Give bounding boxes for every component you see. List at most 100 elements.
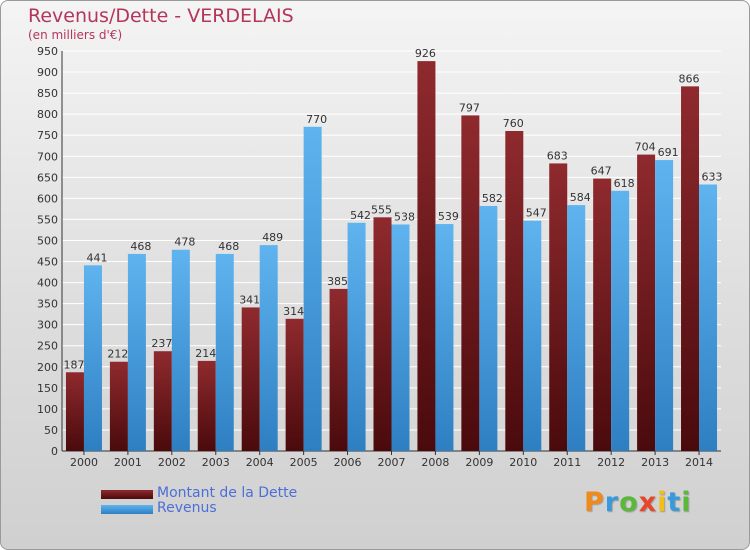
x-tick-label: 2013	[641, 456, 669, 469]
data-label-revenue: 618	[614, 177, 635, 190]
bar-debt	[109, 361, 128, 451]
bar-revenue	[303, 126, 322, 451]
y-tick-label: 350	[37, 298, 58, 311]
bar-debt	[417, 61, 436, 452]
y-tick-label: 800	[37, 108, 58, 121]
x-tick-label: 2002	[158, 456, 186, 469]
legend-swatch-debt	[101, 490, 153, 499]
y-tick-label: 50	[44, 424, 58, 437]
data-label-debt: 683	[547, 149, 568, 162]
data-label-revenue: 468	[218, 240, 239, 253]
data-label-debt: 797	[459, 101, 480, 114]
bar-debt	[197, 360, 216, 451]
bar-revenue	[567, 205, 586, 451]
data-label-revenue: 538	[394, 210, 415, 223]
x-tick-label: 2009	[465, 456, 493, 469]
logo-letter: i	[657, 487, 668, 518]
logo-letter: r	[604, 487, 620, 518]
y-tick-label: 550	[37, 213, 58, 226]
x-tick-label: 2014	[685, 456, 713, 469]
bar-revenue	[523, 220, 542, 451]
bar-revenue	[127, 253, 146, 451]
data-labels: 187 441 212 468 237 478 214 468 341 489 314 770 385 5…	[63, 47, 722, 371]
y-tick-label: 150	[37, 382, 58, 395]
data-label-debt: 212	[107, 348, 128, 361]
data-label-debt: 314	[283, 305, 304, 318]
x-tick-label: 2012	[597, 456, 625, 469]
bar-revenue	[215, 253, 234, 451]
data-label-revenue: 770	[306, 113, 327, 126]
data-label-revenue: 441	[86, 251, 107, 264]
data-label-revenue: 547	[526, 207, 547, 220]
y-tick-label: 0	[51, 445, 58, 458]
data-label-revenue: 691	[658, 146, 679, 159]
logo-letter: i	[681, 487, 692, 518]
data-label-revenue: 582	[482, 192, 503, 205]
y-tick-label: 500	[37, 234, 58, 247]
y-tick-label: 750	[37, 129, 58, 142]
bar-debt	[461, 115, 480, 451]
x-tick-label: 2003	[202, 456, 230, 469]
bar-revenue	[391, 224, 410, 451]
data-label-revenue: 633	[702, 170, 723, 183]
bar-debt	[505, 131, 524, 451]
x-tick-label: 2008	[421, 456, 449, 469]
bar-debt	[637, 154, 656, 451]
data-label-revenue: 542	[350, 209, 371, 222]
bar-revenue	[655, 160, 674, 452]
data-label-debt: 704	[635, 141, 656, 154]
data-label-revenue: 584	[570, 191, 591, 204]
bar-revenue	[83, 265, 102, 451]
bar-debt	[241, 307, 260, 451]
data-label-revenue: 468	[130, 240, 151, 253]
x-tick-label: 2006	[334, 456, 362, 469]
x-tick-label: 2005	[290, 456, 318, 469]
bar-revenue	[347, 222, 366, 451]
data-label-revenue: 489	[262, 231, 283, 244]
x-tick-label: 2000	[70, 456, 98, 469]
bar-revenue	[259, 245, 278, 451]
proxiti-logo: Proxiti	[584, 487, 692, 518]
bar-revenue	[611, 190, 630, 451]
y-tick-label: 250	[37, 340, 58, 353]
logo-letter: t	[667, 487, 682, 518]
legend-swatch-revenue	[101, 505, 153, 514]
y-tick-label: 200	[37, 361, 58, 374]
bar-debt	[373, 217, 392, 451]
logo-letter: x	[638, 487, 658, 518]
bar-debt	[681, 86, 700, 452]
x-tick-label: 2004	[246, 456, 274, 469]
y-tick-label: 900	[37, 66, 58, 79]
legend-label-revenue: Revenus	[157, 500, 217, 516]
y-tick-label: 600	[37, 192, 58, 205]
y-tick-label: 850	[37, 87, 58, 100]
data-label-revenue: 539	[438, 210, 459, 223]
data-label-revenue: 478	[174, 236, 195, 249]
data-label-debt: 385	[327, 275, 348, 288]
x-tick-label: 2001	[114, 456, 142, 469]
y-tick-label: 650	[37, 171, 58, 184]
y-tick-label: 450	[37, 256, 58, 269]
chart-title: Revenus/Dette - VERDELAIS	[28, 5, 294, 27]
x-tick-label: 2011	[553, 456, 581, 469]
data-label-debt: 237	[151, 337, 172, 350]
bar-debt	[153, 351, 172, 451]
legend-label-debt: Montant de la Dette	[157, 485, 298, 501]
logo-letter: P	[584, 487, 605, 518]
data-label-debt: 866	[679, 72, 700, 85]
bar-revenue	[171, 249, 190, 451]
bar-debt	[65, 372, 84, 451]
y-tick-label: 100	[37, 403, 58, 416]
chart-subtitle: (en milliers d'€)	[28, 28, 123, 42]
data-label-debt: 647	[591, 165, 612, 178]
y-tick-label: 400	[37, 277, 58, 290]
y-tick-label: 700	[37, 150, 58, 163]
data-label-debt: 760	[503, 117, 524, 130]
x-tick-label: 2010	[509, 456, 537, 469]
bars	[65, 61, 718, 452]
logo-letter: o	[619, 487, 639, 518]
y-tick-label: 950	[37, 45, 58, 58]
bar-revenue	[479, 205, 498, 451]
x-tick-label: 2007	[378, 456, 406, 469]
